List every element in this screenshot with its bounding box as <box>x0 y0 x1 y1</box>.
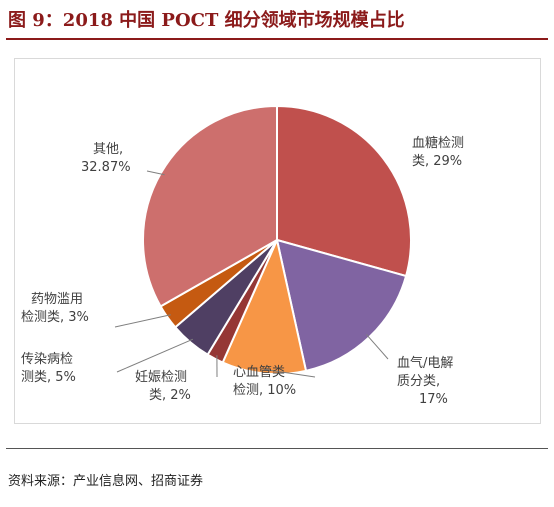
label-line: 传染病检 <box>21 352 74 367</box>
slice-label-drug-abuse: 药物滥用 检测类, 3% <box>21 291 89 327</box>
label-line: 检测, 10% <box>233 383 297 398</box>
slice-label-other: 其他, 32.87% <box>81 141 131 177</box>
label-line: 测类, 5% <box>21 370 76 385</box>
label-line: 血糖检测 <box>412 136 465 151</box>
title-rule <box>6 38 548 40</box>
leader-line-cardiovascular <box>264 368 316 378</box>
chart-frame: 血糖检测 类, 29% 血气/电解 质分类, 17% 心血管类 检测, 10% … <box>14 58 541 424</box>
slice-label-pregnancy: 妊娠检测 类, 2% <box>135 369 191 405</box>
label-line: 心血管类 <box>233 365 286 380</box>
label-line: 血气/电解 <box>397 356 454 371</box>
slice-label-infectious: 传染病检 测类, 5% <box>21 351 76 387</box>
label-line: 检测类, 3% <box>21 310 89 325</box>
label-line: 其他, <box>93 142 124 157</box>
figure-title: 图 9：2018 中国 POCT 细分领域市场规模占比 <box>8 10 405 31</box>
label-line: 妊娠检测 <box>135 370 188 385</box>
label-line: 药物滥用 <box>31 292 84 307</box>
leader-line-drug-abuse <box>114 314 171 328</box>
label-line: 类, 29% <box>412 154 463 169</box>
leader-line-blood-gas <box>366 334 389 360</box>
slice-label-cardiovascular: 心血管类 检测, 10% <box>233 364 296 400</box>
label-line: 32.87% <box>81 160 131 175</box>
label-line: 质分类, <box>397 374 441 389</box>
pie-slice-other <box>142 104 278 308</box>
label-line: 17% <box>419 392 448 407</box>
label-line: 类, 2% <box>149 388 191 403</box>
slice-label-blood-glucose: 血糖检测 类, 29% <box>412 135 464 171</box>
bottom-rule <box>6 448 548 449</box>
pie-chart <box>114 104 412 378</box>
slice-label-blood-gas: 血气/电解 质分类, 17% <box>397 355 453 409</box>
leader-line-infectious <box>116 338 194 373</box>
source-note: 资料来源：产业信息网、招商证券 <box>8 474 204 489</box>
leader-line-other <box>146 170 165 176</box>
pie-slice-cardiovascular <box>221 236 308 375</box>
pie-slice-blood-glucose <box>276 104 412 278</box>
